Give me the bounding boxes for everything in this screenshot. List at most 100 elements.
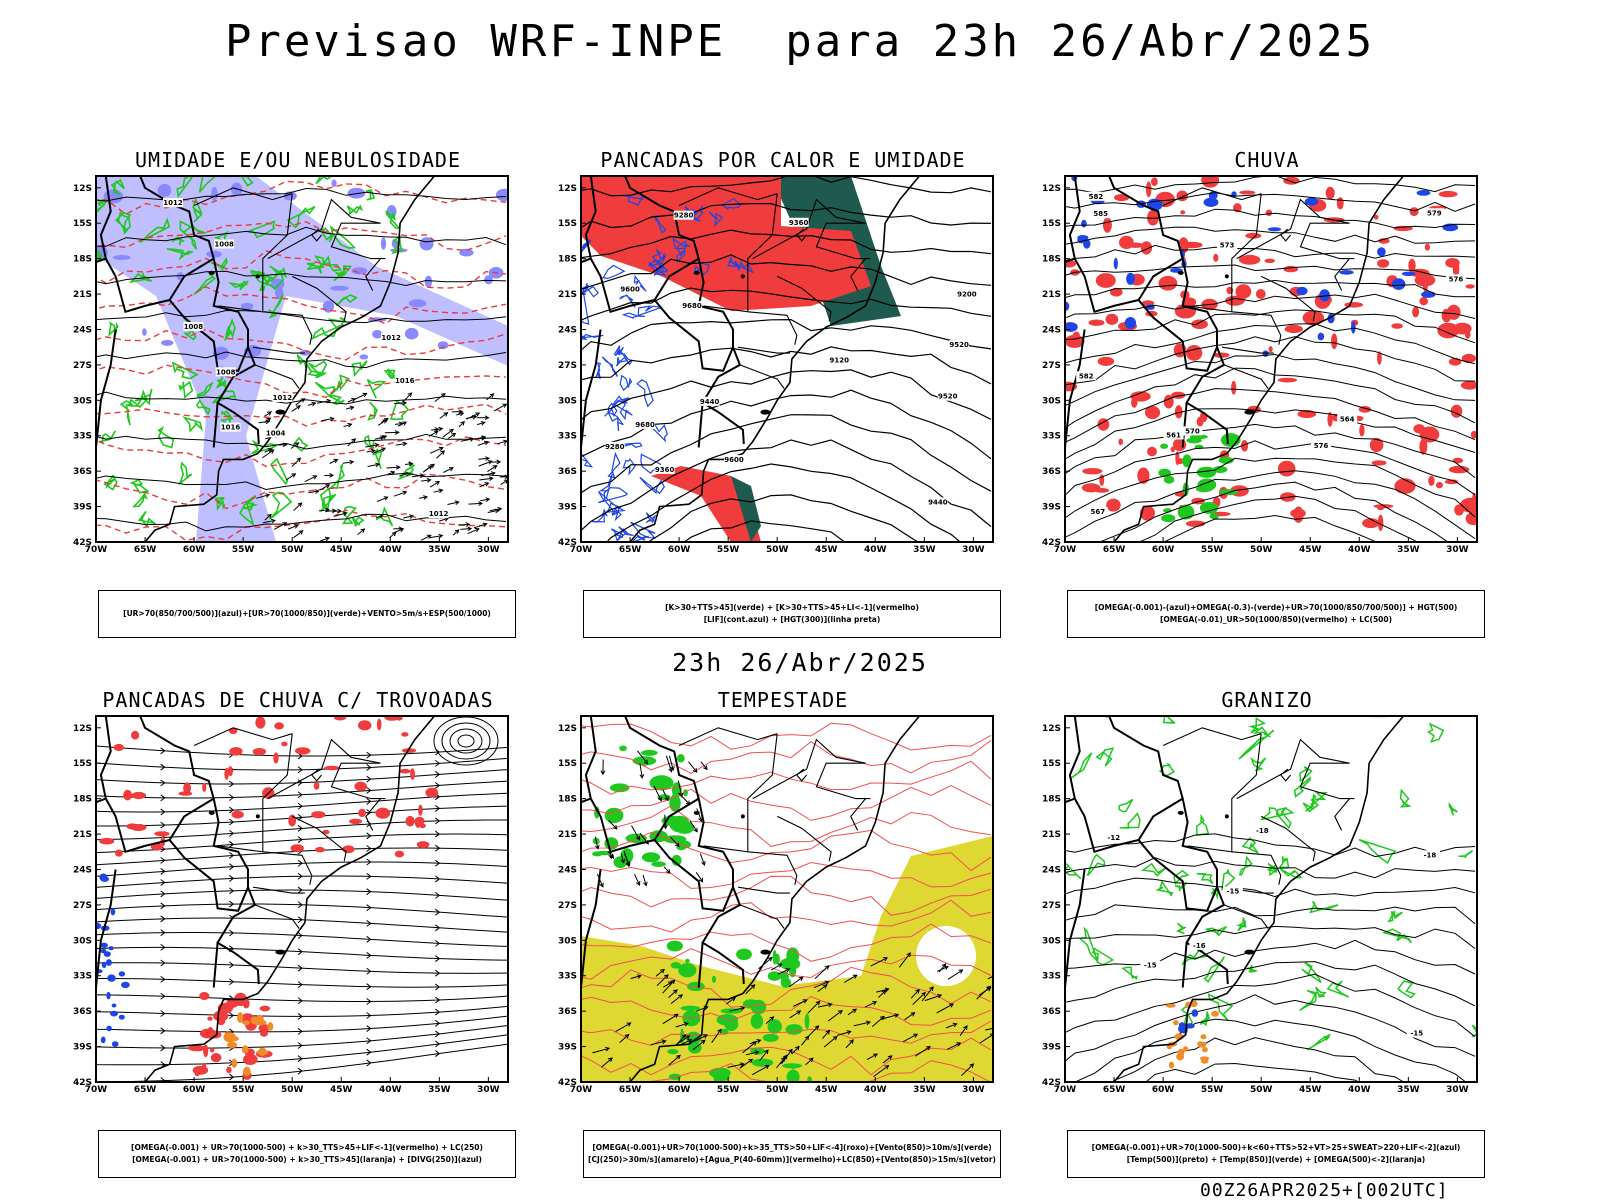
lat-tick-label: 24S	[1042, 865, 1061, 875]
lon-tick-label: 40W	[864, 545, 887, 555]
lat-tick-label: 15S	[1042, 219, 1061, 229]
legend-line: [CJ(250)>30m/s](amarelo)+[Agua_P(40-60mm…	[588, 1154, 996, 1166]
contour-label: 9200	[957, 290, 977, 298]
lat-tick-label: 33S	[558, 432, 577, 442]
contour-label: 1012	[163, 199, 183, 207]
contour-label: 9280	[674, 212, 694, 220]
contour-label: -15	[1227, 887, 1240, 895]
lat-tick-label: 33S	[1042, 972, 1061, 982]
contour-label: 582	[1079, 372, 1094, 380]
lon-tick-label: 50W	[766, 1085, 789, 1095]
contour-label: 9440	[700, 398, 720, 406]
lon-tick-label: 70W	[85, 1085, 108, 1095]
lat-tick-label: 36S	[558, 467, 577, 477]
lat-tick-label: 36S	[1042, 1007, 1061, 1017]
contour-label: 1012	[381, 334, 401, 342]
contour-label: 567	[1090, 508, 1105, 516]
legend-line: [OMEGA(-0.001)-(azul)+OMEGA(-0.3)-(verde…	[1095, 602, 1458, 614]
lon-tick-label: 60W	[1152, 1085, 1175, 1095]
lon-tick-label: 70W	[85, 545, 108, 555]
lat-tick-label: 39S	[73, 503, 92, 513]
contour-label: 582	[1089, 193, 1104, 201]
lon-tick-label: 70W	[570, 1085, 593, 1095]
legend-line: [K>30+TTS>45](verde) + [K>30+TTS>45+LI<-…	[665, 602, 919, 614]
lon-tick-label: 45W	[815, 545, 838, 555]
lon-tick-label: 30W	[1446, 545, 1469, 555]
lat-tick-label: 12S	[1042, 724, 1061, 734]
contour-label: 9440	[928, 498, 948, 506]
lon-tick-label: 50W	[281, 545, 304, 555]
lon-tick-label: 65W	[134, 545, 157, 555]
lon-tick-label: 65W	[619, 1085, 642, 1095]
lat-tick-label: 30S	[1042, 936, 1061, 946]
panel-legend: [UR>70(850/700/500)](azul)+[UR>70(1000/8…	[98, 590, 516, 638]
lat-tick-label: 15S	[1042, 759, 1061, 769]
lat-tick-label: 24S	[73, 865, 92, 875]
contour-label: -16	[1193, 942, 1206, 950]
panel-title: GRANIZO	[1017, 688, 1517, 712]
legend-line: [OMEGA(-0.001) + UR>70(1000-500) + k>30_…	[131, 1142, 483, 1154]
contour-label: 1004	[266, 429, 286, 437]
lon-tick-label: 55W	[232, 1085, 255, 1095]
lat-tick-label: 12S	[1042, 184, 1061, 194]
lat-tick-label: 18S	[1042, 795, 1061, 805]
contour-label: -12	[1107, 834, 1120, 842]
panel-legend: [OMEGA(-0.001)-(azul)+OMEGA(-0.3)-(verde…	[1067, 590, 1485, 638]
panel-umidade: UMIDADE E/OU NEBULOSIDADE 1012 1008 1012 10…	[48, 148, 548, 638]
lat-tick-label: 12S	[73, 724, 92, 734]
lat-tick-label: 36S	[1042, 467, 1061, 477]
lat-tick-label: 30S	[73, 396, 92, 406]
lon-tick-label: 65W	[1103, 545, 1126, 555]
panel-title: CHUVA	[1017, 148, 1517, 172]
lon-tick-label: 60W	[668, 545, 691, 555]
contour-label: 1008	[216, 368, 236, 376]
lat-tick-label: 15S	[558, 759, 577, 769]
panel-legend: [OMEGA(-0.001) + UR>70(1000-500) + k>30_…	[98, 1130, 516, 1178]
lon-tick-label: 30W	[477, 1085, 500, 1095]
lon-tick-label: 55W	[1201, 1085, 1224, 1095]
lat-tick-label: 18S	[1042, 255, 1061, 265]
lat-tick-label: 15S	[558, 219, 577, 229]
lat-tick-label: 21S	[1042, 290, 1061, 300]
lat-tick-label: 39S	[73, 1043, 92, 1053]
lat-tick-label: 24S	[73, 325, 92, 335]
panel-title: PANCADAS DE CHUVA C/ TROVOADAS	[48, 688, 548, 712]
lon-tick-label: 30W	[477, 545, 500, 555]
valid-time-title: 23h 26/Abr/2025	[0, 648, 1600, 677]
main-title: Previsao WRF-INPE para 23h 26/Abr/2025	[0, 16, 1600, 67]
legend-line: [OMEGA(-0.001)+UR>70(1000-500)+k>35_TTS>…	[592, 1142, 991, 1154]
contour-label: 576	[1314, 442, 1329, 450]
contour-label: 9120	[830, 357, 850, 365]
lon-tick-label: 40W	[379, 545, 402, 555]
lon-tick-label: 65W	[134, 1085, 157, 1095]
lon-tick-label: 55W	[717, 545, 740, 555]
panel-title: UMIDADE E/OU NEBULOSIDADE	[48, 148, 548, 172]
map-granizo: -15-12-15-18-16-18-1512S15S18S21S24S27S3…	[1017, 714, 1517, 1114]
contour-label: -18	[1424, 851, 1437, 859]
lon-tick-label: 30W	[1446, 1085, 1469, 1095]
contour-label: 561	[1166, 431, 1181, 439]
legend-line: [OMEGA(-0.01)_UR>50(1000/850)(vermelho) …	[1160, 614, 1392, 626]
lon-tick-label: 35W	[428, 545, 451, 555]
lon-tick-label: 45W	[1299, 545, 1322, 555]
lon-tick-label: 45W	[815, 1085, 838, 1095]
lat-tick-label: 33S	[73, 432, 92, 442]
lat-tick-label: 18S	[73, 795, 92, 805]
lon-tick-label: 50W	[1250, 545, 1273, 555]
contour-label: 9360	[655, 466, 675, 474]
lat-tick-label: 24S	[558, 325, 577, 335]
contour-label: -15	[1410, 1029, 1423, 1037]
contour-label: 573	[1220, 242, 1235, 250]
legend-line: [UR>70(850/700/500)](azul)+[UR>70(1000/8…	[123, 608, 491, 620]
lat-tick-label: 33S	[1042, 432, 1061, 442]
lat-tick-label: 15S	[73, 759, 92, 769]
lon-tick-label: 50W	[1250, 1085, 1273, 1095]
lon-tick-label: 70W	[1054, 545, 1077, 555]
lon-tick-label: 50W	[281, 1085, 304, 1095]
lat-tick-label: 21S	[558, 290, 577, 300]
lon-tick-label: 35W	[1397, 545, 1420, 555]
contour-label: 1008	[184, 323, 204, 331]
lon-tick-label: 65W	[1103, 1085, 1126, 1095]
lat-tick-label: 30S	[558, 936, 577, 946]
